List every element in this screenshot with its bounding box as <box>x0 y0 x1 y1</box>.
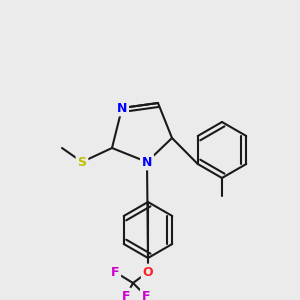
Text: O: O <box>143 266 153 278</box>
Text: F: F <box>142 290 150 300</box>
Text: N: N <box>142 155 152 169</box>
Text: F: F <box>111 266 119 278</box>
Text: S: S <box>77 155 86 169</box>
Text: N: N <box>117 101 127 115</box>
Text: F: F <box>122 290 130 300</box>
